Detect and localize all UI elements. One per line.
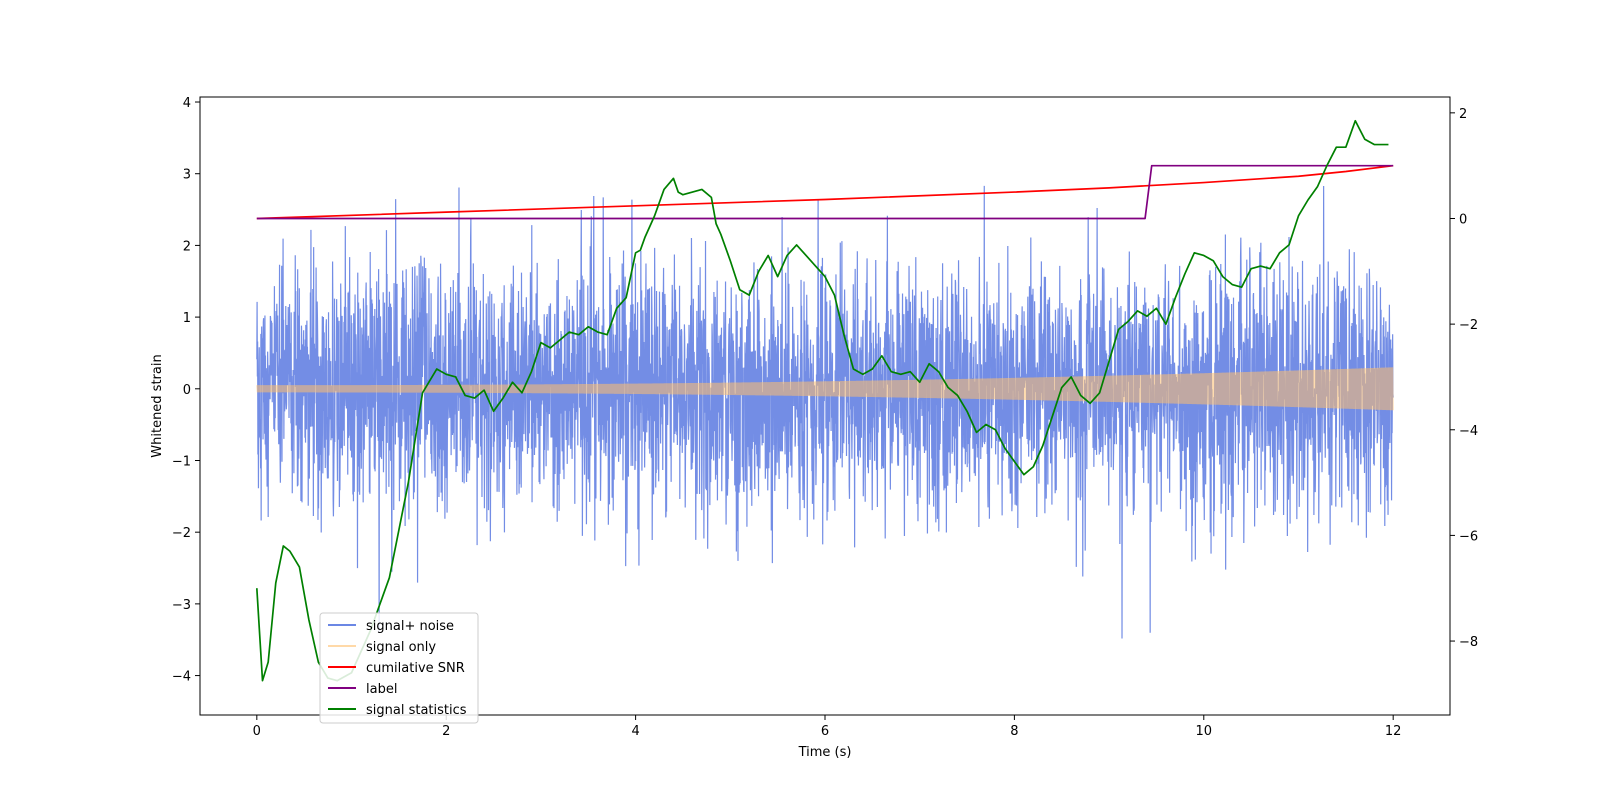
y-axis-title: Whitened strain bbox=[150, 354, 165, 457]
x-tick-label: 2 bbox=[442, 724, 450, 739]
x-tick-label: 4 bbox=[631, 724, 639, 739]
x-tick-label: 10 bbox=[1196, 724, 1213, 739]
y-left-tick-label: 0 bbox=[183, 383, 191, 398]
y-left-tick-label: −4 bbox=[172, 670, 191, 685]
y-left-tick-label: 1 bbox=[183, 311, 191, 326]
y-left-tick-label: −3 bbox=[172, 598, 191, 613]
series-label bbox=[256, 164, 1394, 220]
legend-label-signal-noise: signal+ noise bbox=[366, 619, 454, 634]
x-tick-label: 0 bbox=[253, 724, 261, 739]
y-right-tick-label: 2 bbox=[1459, 107, 1467, 122]
legend-label-signal-only: signal only bbox=[366, 640, 436, 655]
y-right-tick-label: 0 bbox=[1459, 212, 1467, 227]
series-signal-only bbox=[256, 367, 1394, 411]
x-tick-label: 6 bbox=[821, 724, 829, 739]
y-right-tick-label: −8 bbox=[1459, 635, 1478, 650]
y-right-tick-label: −2 bbox=[1459, 318, 1478, 333]
legend-frame bbox=[319, 612, 479, 724]
series-signal-statistics bbox=[255, 119, 1389, 682]
legend-label-signal-statistics: signal statistics bbox=[366, 703, 467, 718]
y-right-tick-label: −4 bbox=[1459, 424, 1478, 439]
y-left-tick-label: 2 bbox=[183, 239, 191, 254]
y-left-tick-label: −2 bbox=[172, 526, 191, 541]
series-signal-noise bbox=[256, 185, 1394, 639]
plot-area bbox=[255, 119, 1394, 682]
y-left-tick-label: 3 bbox=[183, 168, 191, 183]
y-left-tick-label: 4 bbox=[183, 96, 191, 111]
legend-label-cumulative-snr: cumilative SNR bbox=[366, 661, 465, 676]
y-right-tick-label: −6 bbox=[1459, 529, 1478, 544]
x-axis-title: Time (s) bbox=[798, 745, 852, 760]
x-tick-label: 12 bbox=[1385, 724, 1402, 739]
legend: signal+ noise signal only cumilative SNR… bbox=[319, 612, 479, 724]
legend-label-label: label bbox=[366, 682, 397, 697]
series-cumilative-snr bbox=[256, 164, 1394, 220]
y-left-tick-label: −1 bbox=[172, 454, 191, 469]
x-tick-label: 8 bbox=[1010, 724, 1018, 739]
